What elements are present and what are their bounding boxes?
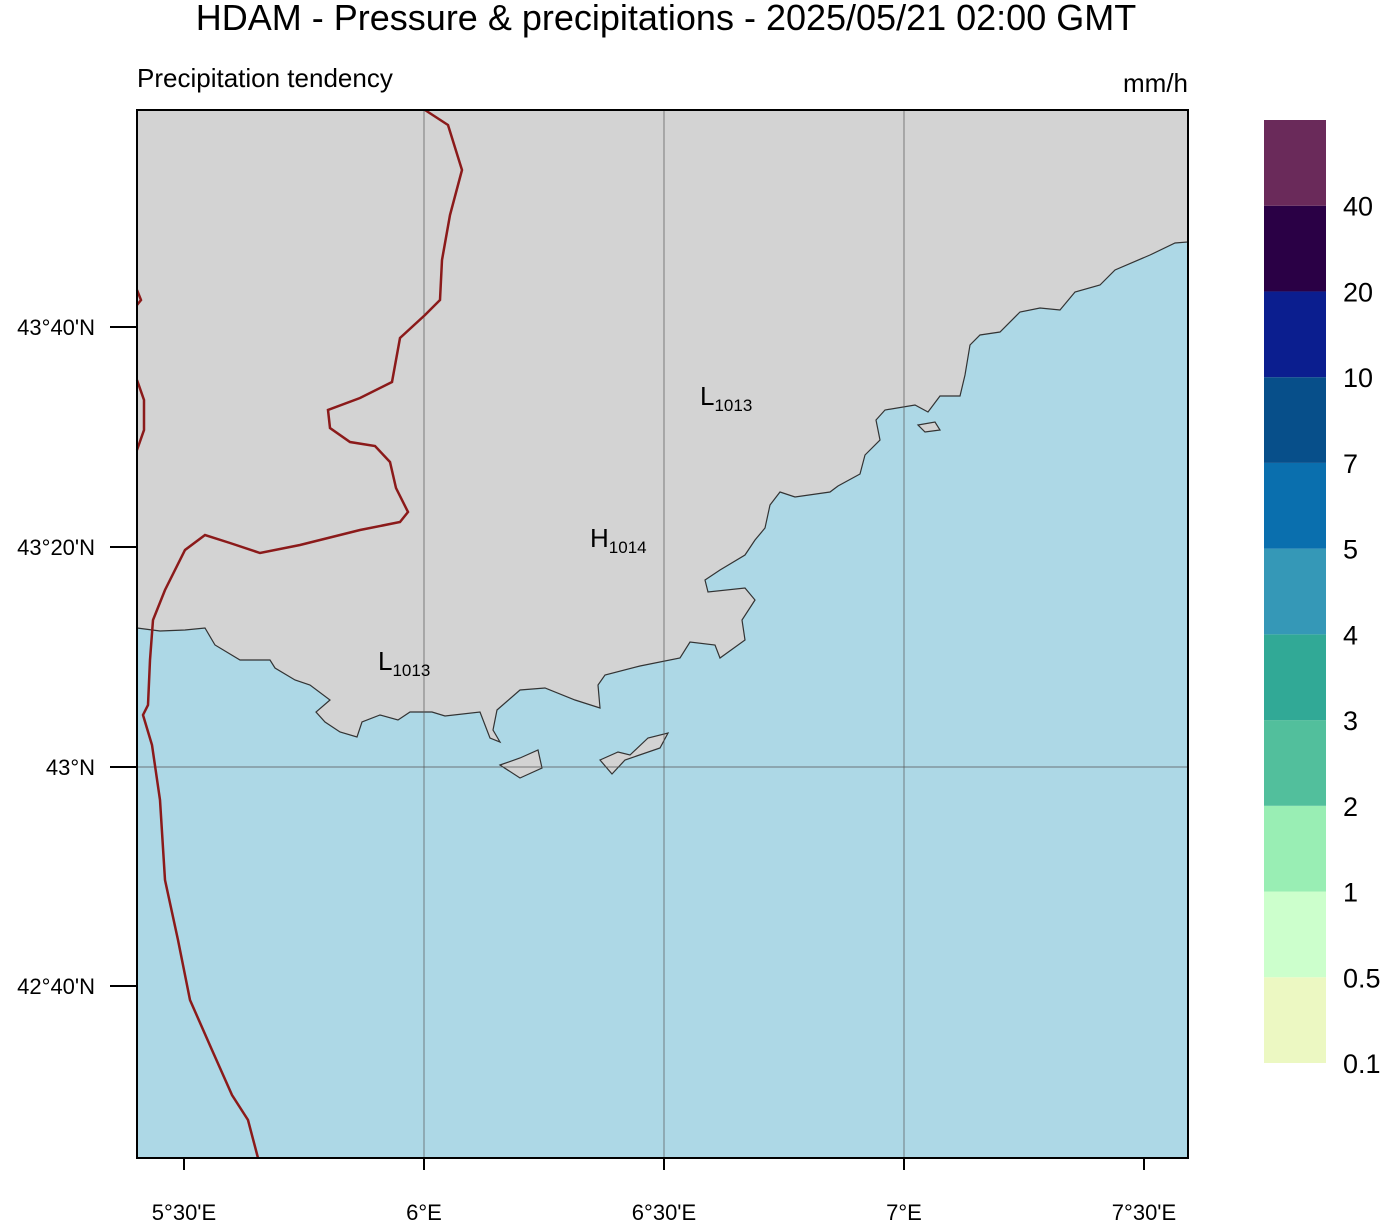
- pressure-letter: H: [590, 523, 609, 553]
- x-tick-label: 6°E: [406, 1200, 442, 1225]
- legend-label: 5: [1343, 535, 1358, 565]
- legend-swatch: [1264, 891, 1326, 978]
- island: [916, 421, 942, 433]
- border-line: [141, 108, 464, 1159]
- legend-label: 4: [1343, 620, 1358, 650]
- pressure-center: L1013: [700, 381, 752, 415]
- map-frame: [136, 109, 1189, 1159]
- legend-label: 2: [1343, 792, 1358, 822]
- pressure-value: 1013: [714, 396, 752, 415]
- island: [498, 749, 543, 779]
- legend-swatch: [1264, 291, 1326, 378]
- map: [135, 108, 1189, 1159]
- title: HDAM - Pressure & precipitations - 2025/…: [196, 0, 1136, 38]
- legend-label: 20: [1343, 277, 1373, 307]
- pressure-center: H1014: [590, 523, 647, 557]
- unit: mm/h: [1123, 68, 1188, 98]
- legend-label: 10: [1343, 363, 1373, 393]
- legend-label: 1: [1343, 878, 1358, 908]
- land: [136, 109, 1189, 744]
- legend-swatch: [1264, 720, 1326, 806]
- y-tick-label: 42°40'N: [17, 974, 95, 999]
- border: [135, 108, 464, 1159]
- legend-swatch: [1264, 205, 1326, 292]
- border-line: [135, 289, 143, 306]
- island: [599, 732, 670, 775]
- legend-swatch: [1264, 805, 1326, 892]
- legend-swatch: [1264, 548, 1326, 635]
- legend-label: 7: [1343, 449, 1358, 479]
- legend-swatch: [1264, 120, 1326, 206]
- x-tick-label: 6°30'E: [632, 1200, 696, 1225]
- pressure-value: 1013: [392, 661, 430, 680]
- legend-label: 0.1: [1343, 1049, 1381, 1079]
- pressure-value: 1014: [609, 538, 647, 557]
- pressure-center: L1013: [378, 646, 430, 680]
- pressure-letter: L: [700, 381, 714, 411]
- subtitle: Precipitation tendency: [137, 63, 393, 93]
- graticule: [137, 110, 1188, 1158]
- legend-swatch: [1264, 377, 1326, 463]
- x-tick-label: 5°30'E: [152, 1200, 216, 1225]
- legend-label: 3: [1343, 706, 1358, 736]
- y-tick-label: 43°40'N: [17, 315, 95, 340]
- y-tick-label: 43°N: [46, 755, 95, 780]
- x-tick-label: 7°E: [886, 1200, 922, 1225]
- legend-swatch: [1264, 634, 1326, 721]
- legend-label: 40: [1343, 192, 1373, 222]
- pressure-letter: L: [378, 646, 392, 676]
- legend-swatch: [1264, 977, 1326, 1063]
- legend-swatch: [1264, 462, 1326, 549]
- border-line: [135, 379, 146, 451]
- legend-label: 0.5: [1343, 963, 1381, 993]
- y-tick-label: 43°20'N: [17, 535, 95, 560]
- x-tick-label: 7°30'E: [1112, 1200, 1176, 1225]
